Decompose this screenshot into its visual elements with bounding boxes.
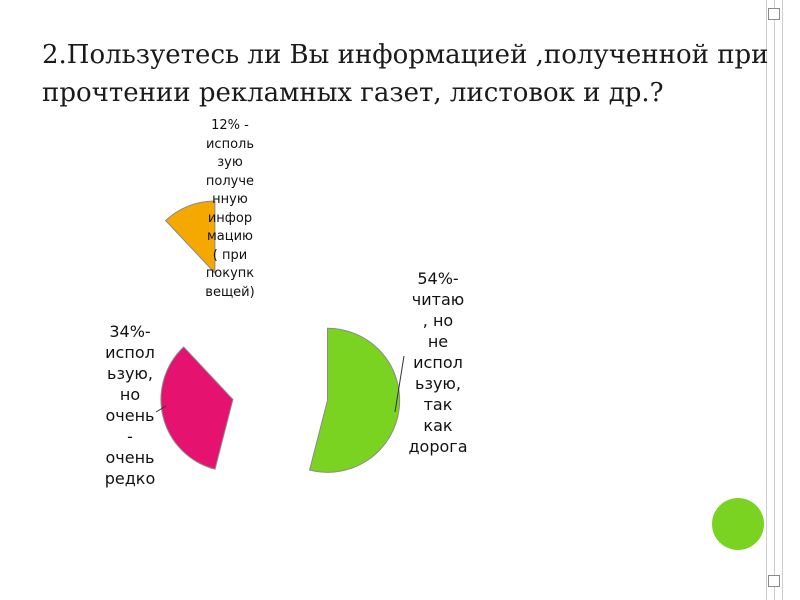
slide-title: 2.Пользуетесь ли Вы информацией ,получен… bbox=[42, 40, 769, 108]
frame-line-middle bbox=[774, 0, 775, 600]
corner-square-top bbox=[768, 8, 780, 20]
leader-line-34 bbox=[155, 405, 167, 413]
slice-label-54: 54%- читаю , но не испол ьзую, так как д… bbox=[408, 269, 468, 456]
frame-line-right bbox=[782, 0, 783, 600]
slice-12-percent bbox=[164, 200, 216, 275]
slice-54-percent bbox=[308, 327, 401, 473]
slice-34-percent bbox=[160, 346, 234, 470]
slice-label-34: 34%- испол ьзую, но очень - очень редко bbox=[104, 322, 156, 488]
frame-line-left bbox=[766, 0, 767, 600]
slice-label-12: 12% - исполь зую получе нную инфор мацию… bbox=[205, 118, 255, 300]
leader-line-54 bbox=[394, 355, 405, 413]
corner-square-bottom bbox=[768, 575, 780, 587]
green-circle-decoration bbox=[712, 498, 764, 550]
